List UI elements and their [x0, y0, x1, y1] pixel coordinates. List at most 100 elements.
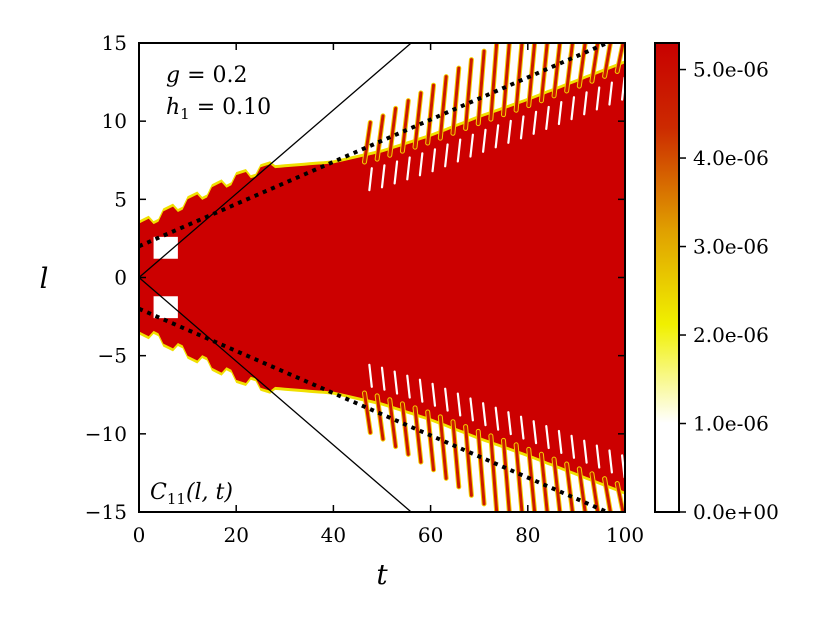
inner-notch: [456, 138, 462, 163]
dotted-bound-line-3: [139, 306, 613, 512]
streak: [363, 120, 372, 164]
x-axis-ticks: 0 20 40 60 80 100: [133, 43, 644, 547]
light-cone-line-0: [139, 43, 412, 278]
colorbar-tick-label: 1.0e-06: [693, 412, 769, 436]
inner-notch: [456, 392, 462, 417]
streak: [489, 434, 499, 512]
y-tick-label: −5: [98, 344, 127, 368]
colorbar-tick-label: 0.0e+00: [693, 500, 779, 524]
inner-notch: [532, 110, 538, 135]
inner-notch: [519, 415, 525, 440]
inner-notch: [570, 434, 576, 459]
param-h-value: = 0.10: [190, 95, 271, 120]
streak: [577, 43, 587, 88]
streak: [552, 457, 562, 512]
colorbar-tick-label: 3.0e-06: [693, 235, 769, 259]
streak: [400, 99, 410, 153]
colorbar-tick-label: 5.0e-06: [693, 58, 769, 82]
inner-notch: [380, 164, 386, 189]
inner-notch: [418, 152, 424, 177]
x-tick-label: 60: [418, 523, 443, 547]
streak: [577, 467, 587, 512]
param-h-sub: 1: [180, 105, 190, 123]
streak: [464, 425, 473, 497]
y-tick-label: 5: [114, 187, 127, 211]
quantity-annotation: C11(l, t): [150, 480, 233, 508]
inner-notch: [519, 115, 525, 140]
streak: [388, 106, 398, 157]
inner-notch: [507, 119, 512, 144]
streak: [552, 43, 562, 98]
streak: [426, 83, 436, 145]
streak: [438, 415, 448, 480]
param-g-annotation: g = 0.2: [166, 63, 248, 88]
inner-notch: [406, 374, 411, 399]
quantity-args: (l, t): [186, 480, 233, 505]
streak: [502, 43, 511, 117]
x-tick-label: 40: [321, 523, 346, 547]
streak: [565, 462, 575, 512]
y-tick-label: 0: [114, 266, 127, 290]
streak: [502, 438, 511, 512]
inner-notch: [557, 100, 563, 126]
inner-gap: [153, 236, 178, 259]
inner-notch: [431, 148, 437, 173]
streak: [413, 406, 423, 464]
inner-gap: [153, 296, 178, 319]
x-tick-label: 100: [606, 523, 644, 547]
quantity-sub: 11: [167, 490, 186, 508]
streak: [451, 66, 461, 135]
streak: [464, 58, 473, 130]
streak: [615, 43, 625, 73]
colorbar: [654, 42, 680, 513]
streak: [375, 114, 385, 161]
y-tick-label: −15: [85, 500, 127, 524]
inner-notch: [608, 449, 613, 474]
y-axis-ticks: −15 −10 −5 0 5 10 15: [85, 31, 625, 524]
param-h-symbol: h: [166, 95, 180, 120]
inner-notch: [406, 156, 411, 181]
streak: [426, 410, 436, 472]
x-axis-label: t: [376, 558, 388, 591]
param-g-symbol: g: [166, 63, 180, 88]
inner-notch: [469, 133, 474, 158]
y-axis-label: l: [40, 262, 49, 295]
x-tick-label: 20: [223, 523, 248, 547]
inner-notch: [557, 429, 563, 455]
streak: [438, 75, 448, 140]
inner-notch: [583, 91, 588, 116]
inner-notch: [494, 406, 500, 431]
inner-notch: [380, 366, 386, 391]
colorbar-tick-label: 4.0e-06: [693, 146, 769, 170]
heatmap-region: [139, 43, 625, 512]
light-cone-lines: [139, 43, 613, 512]
inner-notch: [444, 143, 449, 168]
y-tick-label: −10: [85, 422, 127, 446]
streak: [514, 43, 524, 112]
param-h-annotation: h1 = 0.10: [166, 95, 271, 123]
streak: [489, 43, 499, 121]
inner-notch: [418, 378, 424, 403]
x-tick-label: 0: [133, 523, 146, 547]
streak: [615, 482, 625, 512]
streak: [400, 402, 410, 456]
x-tick-label: 80: [515, 523, 540, 547]
inner-notch: [595, 86, 601, 111]
inner-notch: [393, 160, 399, 185]
streak: [514, 443, 524, 512]
inner-notch: [481, 402, 487, 427]
streak: [388, 398, 398, 449]
streak: [476, 429, 486, 506]
inner-notch: [481, 128, 487, 153]
streak: [375, 394, 385, 441]
inner-notch: [469, 397, 474, 422]
region-body: [139, 63, 625, 492]
inner-notch: [583, 439, 588, 464]
colorbar-tick-label: 2.0e-06: [693, 323, 769, 347]
streak: [451, 420, 461, 489]
inner-notch: [368, 363, 373, 388]
inner-notch: [570, 96, 576, 121]
quantity-symbol: C: [150, 480, 167, 505]
streak: [527, 447, 537, 512]
